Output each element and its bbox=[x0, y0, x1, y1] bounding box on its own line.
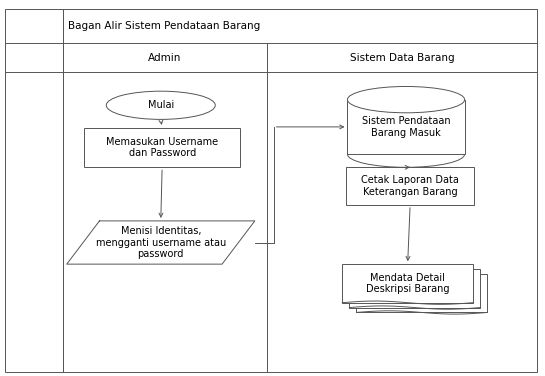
Bar bbox=[346, 167, 474, 205]
Text: Mulai: Mulai bbox=[148, 100, 174, 110]
Text: Admin: Admin bbox=[148, 53, 181, 63]
Text: Memasukan Username
dan Password: Memasukan Username dan Password bbox=[106, 137, 218, 158]
Text: Mendata Detail
Deskripsi Barang: Mendata Detail Deskripsi Barang bbox=[366, 273, 450, 294]
Bar bbox=[84, 128, 240, 167]
Text: Sistem Data Barang: Sistem Data Barang bbox=[350, 53, 454, 63]
Bar bbox=[5, 9, 63, 372]
Ellipse shape bbox=[348, 86, 464, 113]
Bar bbox=[349, 269, 480, 308]
Text: Sistem Pendataan
Barang Masuk: Sistem Pendataan Barang Masuk bbox=[362, 116, 450, 138]
Text: Menisi Identitas,
mengganti username atau
password: Menisi Identitas, mengganti username ata… bbox=[96, 226, 226, 259]
Text: Bagan Alir Sistem Pendataan Barang: Bagan Alir Sistem Pendataan Barang bbox=[68, 21, 261, 31]
Ellipse shape bbox=[106, 91, 215, 120]
Bar bbox=[63, 9, 537, 372]
Polygon shape bbox=[67, 221, 255, 264]
Bar bbox=[356, 274, 487, 312]
Text: Cetak Laporan Data
Keterangan Barang: Cetak Laporan Data Keterangan Barang bbox=[361, 175, 459, 197]
Bar bbox=[342, 264, 473, 303]
Bar bbox=[348, 100, 464, 154]
